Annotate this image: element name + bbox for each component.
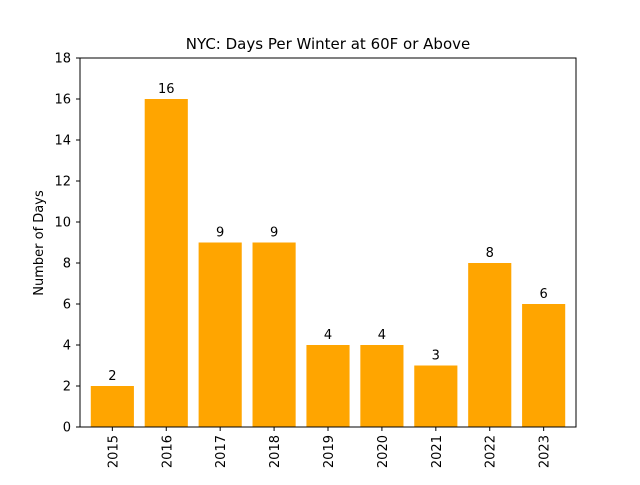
x-tick-label: 2017 [214, 435, 229, 468]
bar-2020 [360, 345, 404, 427]
bar-value-label: 4 [324, 328, 332, 343]
x-tick-label: 2022 [484, 435, 499, 468]
x-tick-label: 2016 [160, 435, 175, 468]
y-tick-label: 14 [54, 134, 71, 149]
bar-2023 [522, 304, 566, 427]
bar-2016 [144, 99, 188, 427]
plot-frame [79, 57, 577, 428]
y-tick-label: 0 [63, 421, 71, 436]
y-tick-label: 6 [63, 298, 71, 313]
y-tick-label: 8 [63, 257, 71, 272]
y-tick-label: 4 [63, 339, 71, 354]
bars-layer [90, 99, 566, 427]
bar-2021 [414, 365, 458, 427]
bar-2019 [306, 345, 350, 427]
y-tick-label: 10 [54, 216, 71, 231]
bar-value-label: 6 [540, 287, 548, 302]
bar-2022 [468, 263, 512, 427]
x-tick-label: 2015 [106, 435, 121, 468]
x-tick-label: 2021 [430, 435, 445, 468]
y-tick-label: 12 [54, 175, 71, 190]
bar-value-label: 9 [270, 226, 278, 241]
y-tick-label: 2 [63, 380, 71, 395]
x-tick-label: 2018 [268, 435, 283, 468]
bar-value-label: 16 [158, 82, 175, 97]
y-tick-label: 18 [54, 52, 71, 67]
bar-value-label: 4 [378, 328, 386, 343]
bar-2017 [198, 242, 242, 427]
bar-2015 [90, 386, 134, 427]
y-axis: 0 2 4 6 8 10 12 14 16 18 [54, 52, 80, 436]
x-tick-label: 2020 [376, 435, 391, 468]
bar-value-label: 9 [216, 226, 224, 241]
bar-2018 [252, 242, 296, 427]
y-axis-label: Number of Days [32, 190, 47, 296]
bar-value-labels: 2 16 9 9 4 4 3 8 6 [108, 82, 548, 384]
bar-value-label: 2 [108, 369, 116, 384]
bar-value-label: 3 [432, 349, 440, 364]
x-tick-label: 2019 [322, 435, 337, 468]
bar-value-label: 8 [486, 246, 494, 261]
chart-title: NYC: Days Per Winter at 60F or Above [186, 35, 470, 53]
y-tick-label: 16 [54, 93, 71, 108]
x-axis: 2015 2016 2017 2018 2019 2020 2021 2022 2023 [106, 427, 553, 468]
x-tick-label: 2023 [538, 435, 553, 468]
